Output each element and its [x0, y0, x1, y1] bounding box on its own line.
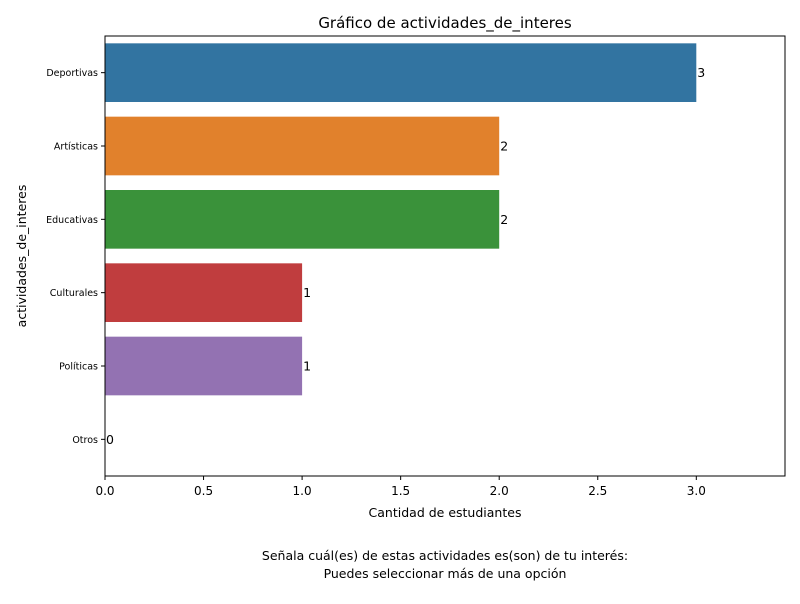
y-tick-label: Culturales: [50, 288, 98, 299]
x-tick-label: 0.0: [95, 484, 114, 498]
plot-frame: [104, 35, 786, 477]
data-label: 2: [500, 212, 508, 227]
x-tick-label: 2.0: [490, 484, 509, 498]
y-tick-label: Deportivas: [46, 68, 98, 79]
ticks-layer: Deportivas Artísticas Educativas Culturales…: [46, 68, 706, 498]
y-tick-label: Educativas: [46, 215, 98, 226]
plot-background: [105, 36, 785, 476]
bar: [105, 116, 500, 176]
data-label: 1: [303, 285, 311, 300]
data-label: 1: [303, 359, 311, 374]
y-axis-label: actividades_de_interes: [14, 185, 29, 328]
x-tick-label: 3.0: [687, 484, 706, 498]
bars-layer: [105, 43, 697, 396]
data-labels-layer: 3 2 2 1 1 0: [106, 65, 705, 447]
bar: [105, 263, 303, 322]
x-tick-label: 2.5: [588, 484, 607, 498]
bar: [105, 190, 500, 249]
x-axis-label: Cantidad de estudiantes: [369, 505, 522, 520]
bar: [105, 43, 697, 102]
caption-line-1: Señala cuál(es) de estas actividades es(…: [262, 548, 628, 563]
data-label: 2: [500, 139, 508, 154]
data-label: 3: [697, 65, 705, 80]
x-tick-label: 1.5: [391, 484, 410, 498]
y-tick-label: Otros: [72, 435, 98, 446]
bar: [105, 336, 303, 396]
chart-title: Gráfico de actividades_de_interes: [318, 14, 572, 33]
data-label: 0: [106, 432, 114, 447]
y-tick-label: Políticas: [59, 362, 98, 373]
x-tick-label: 1.0: [293, 484, 312, 498]
y-tick-label: Artísticas: [54, 142, 98, 153]
caption-line-2: Puedes seleccionar más de una opción: [324, 566, 567, 581]
x-tick-label: 0.5: [194, 484, 213, 498]
